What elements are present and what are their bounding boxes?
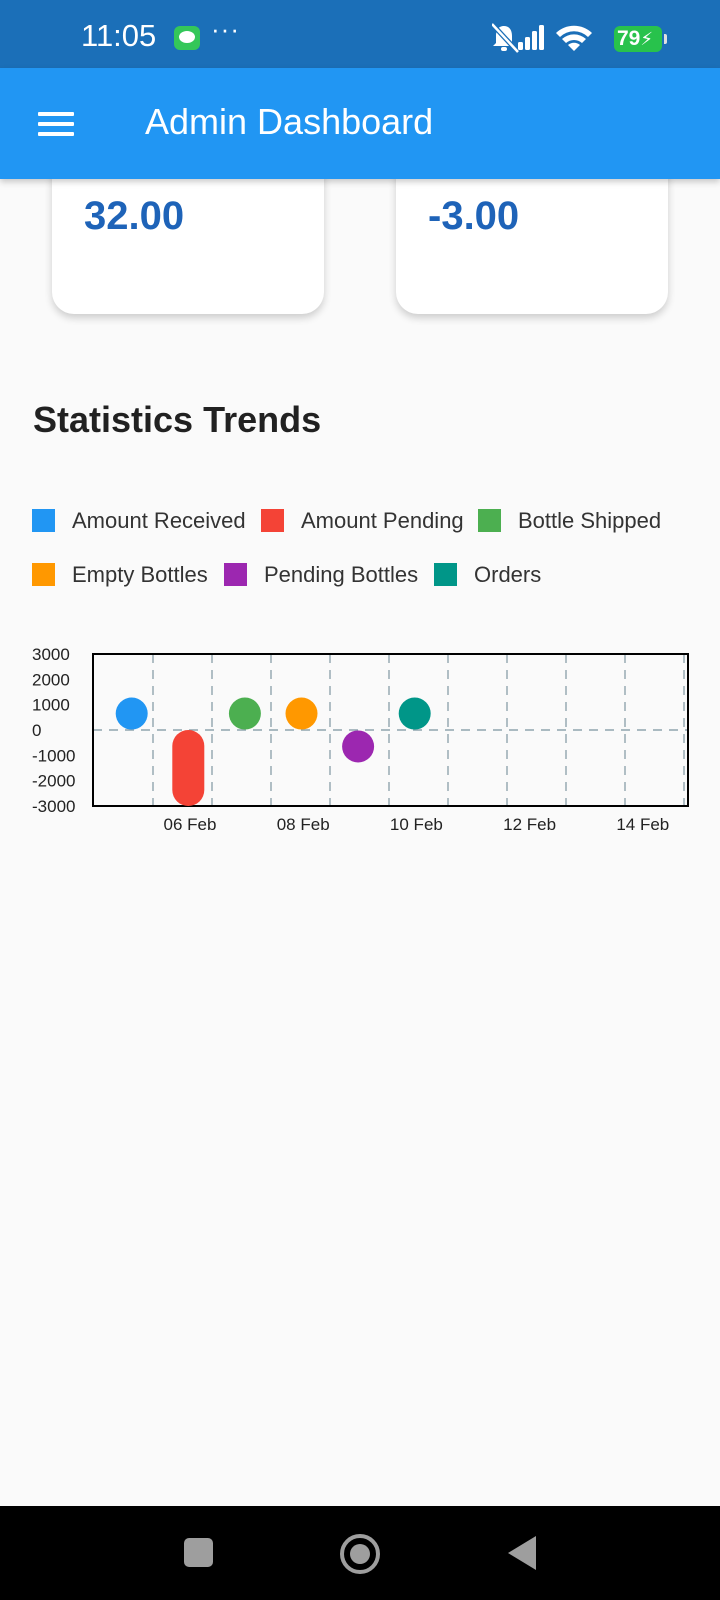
system-nav-bar (0, 1506, 720, 1600)
legend-swatch (224, 563, 247, 586)
legend-label: Amount Received (72, 508, 246, 533)
chart-frame (92, 653, 689, 807)
legend-swatch (478, 509, 501, 532)
status-time: 11:05 (81, 18, 157, 53)
y-tick-label: 2000 (32, 670, 70, 689)
legend-swatch (32, 509, 55, 532)
y-tick-label: 0 (32, 721, 41, 740)
status-icons (492, 22, 592, 54)
y-tick-label: 3000 (32, 645, 70, 664)
page-title: Admin Dashboard (145, 101, 434, 142)
app-bar: Admin Dashboard (0, 68, 720, 179)
data-point (228, 697, 261, 730)
data-point (285, 697, 318, 730)
hamburger-menu-icon[interactable] (26, 96, 86, 152)
more-notifications-icon: ··· (211, 14, 240, 44)
legend-swatch (32, 563, 55, 586)
legend-swatch (261, 509, 284, 532)
recents-icon[interactable] (184, 1538, 213, 1567)
y-tick-label: -1000 (32, 746, 75, 765)
legend-label: Orders (474, 562, 542, 587)
x-tick-label: 12 Feb (503, 815, 556, 834)
data-point (342, 730, 375, 763)
home-icon[interactable] (340, 1534, 380, 1574)
y-tick-label: 1000 (32, 696, 70, 715)
section-title: Statistics Trends (33, 399, 322, 440)
y-tick-label: -3000 (32, 797, 75, 816)
legend-label: Amount Pending (301, 508, 464, 533)
y-tick-label: -2000 (32, 772, 75, 791)
x-tick-label: 08 Feb (277, 815, 330, 834)
battery-icon: 79⚡ (614, 26, 667, 52)
status-bar: 11:05 ··· 79⚡ (0, 0, 720, 68)
wifi-icon (556, 25, 592, 51)
data-point (398, 697, 431, 730)
battery-level: 79 (617, 27, 641, 50)
chart-marks (115, 697, 431, 806)
x-axis: 06 Feb 08 Feb 10 Feb 12 Feb 14 Feb (164, 815, 670, 834)
card-value: -3.00 (428, 194, 520, 238)
signal-icon (518, 25, 544, 50)
legend-label: Empty Bottles (72, 562, 208, 587)
x-tick-label: 10 Feb (390, 815, 443, 834)
y-axis: 3000 2000 1000 0 -1000 -2000 -3000 (32, 645, 75, 816)
x-tick-label: 06 Feb (164, 815, 217, 834)
message-icon (174, 26, 200, 50)
legend-label: Bottle Shipped (518, 508, 662, 533)
chart-grid (93, 654, 688, 806)
statistics-chart: 3000 2000 1000 0 -1000 -2000 -3000 06 Feb 08 Fe… (32, 645, 689, 834)
legend-label: Pending Bottles (264, 562, 419, 587)
data-point (172, 730, 205, 806)
back-icon[interactable] (508, 1536, 536, 1570)
card-value: 32.00 (84, 194, 185, 238)
mute-icon (492, 22, 520, 54)
x-tick-label: 14 Feb (616, 815, 669, 834)
legend-swatch (434, 563, 457, 586)
data-point (115, 697, 148, 730)
